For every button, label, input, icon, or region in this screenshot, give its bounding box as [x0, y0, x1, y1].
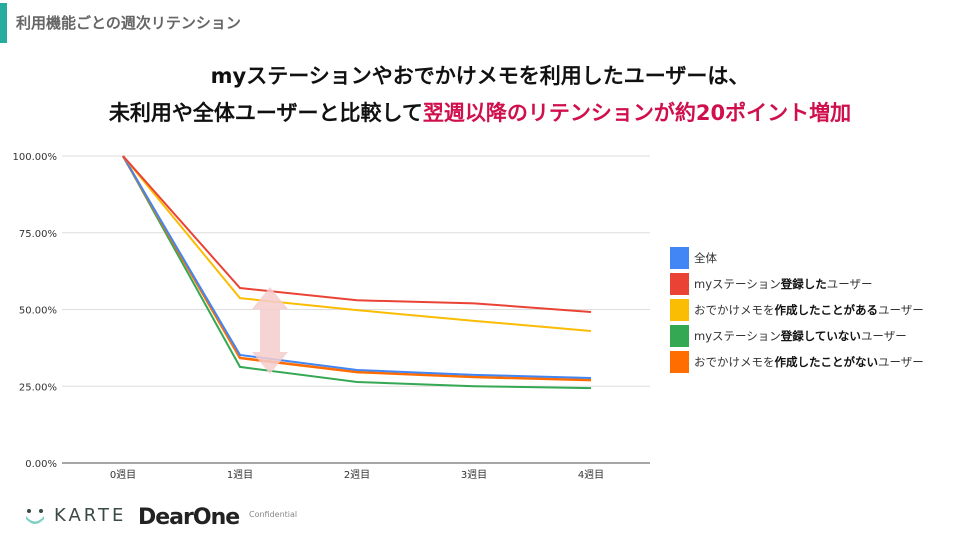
- x-tick-label: 4週目: [578, 469, 604, 481]
- karte-logo: KARTE: [24, 505, 126, 526]
- series-line-3: [122, 155, 592, 390]
- legend-swatch: [670, 247, 689, 269]
- legend-swatch: [670, 351, 689, 373]
- legend-label: myステーション登録していないユーザー: [694, 329, 907, 343]
- headline-line2: 未利用や全体ユーザーと比較して翌週以降のリテンションが約20ポイント増加: [0, 97, 960, 127]
- karte-logo-text: KARTE: [54, 505, 127, 526]
- series-line-1: [122, 155, 592, 313]
- series-line-2: [122, 155, 592, 332]
- series-line-4: [121, 155, 592, 382]
- x-tick-label: 0週目: [110, 469, 136, 481]
- headline-plain: 未利用や全体ユーザーと比較して: [108, 101, 423, 125]
- section-accent-bar: [0, 3, 7, 43]
- legend-item: 全体: [670, 245, 924, 271]
- legend-item: おでかけメモを作成したことがあるユーザー: [670, 297, 924, 323]
- chart-legend: 全体 myステーション登録したユーザーおでかけメモを作成したことがあるユーザー my…: [670, 245, 924, 375]
- series-line-0: [122, 155, 592, 379]
- legend-label: 全体: [694, 251, 717, 265]
- legend-label: おでかけメモを作成したことがあるユーザー: [694, 303, 924, 317]
- legend-label: おでかけメモを作成したことがないユーザー: [694, 355, 924, 369]
- y-tick-label: 50.00%: [19, 306, 57, 317]
- legend-label: myステーション登録したユーザー: [694, 277, 873, 291]
- headline-highlight: 翌週以降のリテンションが約20ポイント増加: [422, 101, 852, 125]
- x-tick-label: 2週目: [344, 469, 370, 481]
- legend-swatch: [670, 325, 689, 347]
- x-tick-label: 1週目: [227, 469, 253, 481]
- legend-item: おでかけメモを作成したことがないユーザー: [670, 349, 924, 375]
- headline-line1: myステーションやおでかけメモを利用したユーザーは、: [210, 64, 750, 88]
- y-tick-label: 75.00%: [19, 229, 57, 240]
- section-title: 利用機能ごとの週次リテンション: [16, 14, 241, 32]
- confidential-label: Confidential: [249, 510, 298, 519]
- dearone-logo: DearOne: [138, 505, 240, 530]
- y-tick-label: 25.00%: [19, 382, 57, 393]
- double-arrow-annotation: [252, 287, 288, 374]
- legend-item: myステーション登録したユーザー: [670, 271, 924, 297]
- legend-swatch: [670, 273, 689, 295]
- legend-item: myステーション登録していないユーザー: [670, 323, 924, 349]
- legend-swatch: [670, 299, 689, 321]
- x-tick-label: 3週目: [461, 469, 487, 481]
- y-tick-label: 0.00%: [25, 459, 57, 470]
- karte-logo-icon: [26, 508, 44, 524]
- y-tick-label: 100.00%: [13, 152, 58, 163]
